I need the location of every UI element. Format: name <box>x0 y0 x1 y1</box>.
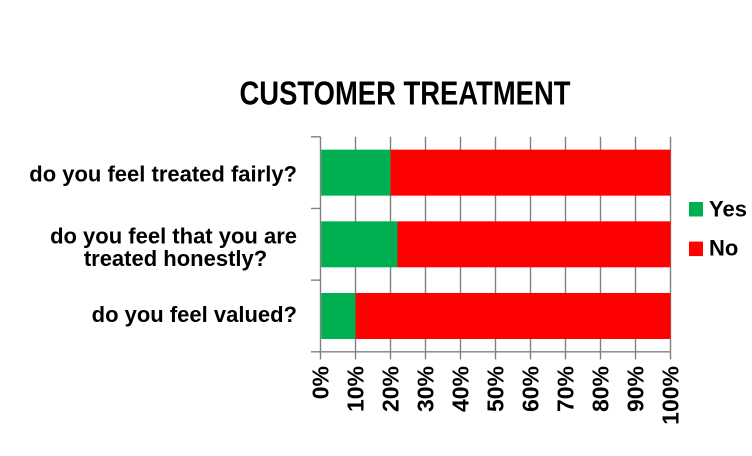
svg-text:do you feel valued?: do you feel valued? <box>92 302 297 327</box>
svg-text:20%: 20% <box>378 366 404 412</box>
svg-text:30%: 30% <box>413 366 439 412</box>
svg-text:90%: 90% <box>623 366 649 412</box>
svg-text:0%: 0% <box>308 366 334 399</box>
svg-text:do you feel that you are: do you feel that you are <box>50 224 297 249</box>
svg-text:No: No <box>709 236 738 261</box>
svg-text:CUSTOMER TREATMENT: CUSTOMER TREATMENT <box>240 75 571 112</box>
svg-text:50%: 50% <box>483 366 509 412</box>
svg-text:do you feel treated fairly?: do you feel treated fairly? <box>29 162 297 187</box>
svg-text:40%: 40% <box>448 366 474 412</box>
svg-text:100%: 100% <box>658 366 684 425</box>
svg-text:70%: 70% <box>553 366 579 412</box>
svg-text:treated honestly?: treated honestly? <box>84 246 267 271</box>
svg-text:80%: 80% <box>588 366 614 412</box>
svg-text:Yes: Yes <box>709 197 747 222</box>
svg-text:60%: 60% <box>518 366 544 412</box>
svg-text:10%: 10% <box>343 366 369 412</box>
